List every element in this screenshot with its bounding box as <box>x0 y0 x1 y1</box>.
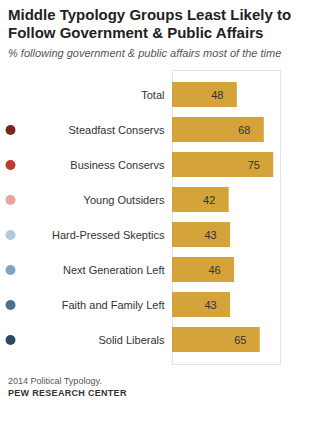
svg-text:43: 43 <box>204 299 216 311</box>
html-text:PEW RESEARCH CENTER: PEW RESEARCH CENTER <box>8 388 127 398</box>
svg-text:Total: Total <box>141 89 164 101</box>
svg-text:Steadfast Conservs: Steadfast Conservs <box>69 124 165 136</box>
svg-text:42: 42 <box>203 194 215 206</box>
svg-text:75: 75 <box>248 159 260 171</box>
svg-text:Next Generation Left: Next Generation Left <box>63 264 165 276</box>
svg-text:Faith and Family Left: Faith and Family Left <box>62 299 165 311</box>
html-text:% following government & publi: % following government & public affairs … <box>8 47 282 59</box>
svg-text:46: 46 <box>208 264 220 276</box>
svg-text:48: 48 <box>211 89 223 101</box>
svg-text:Young Outsiders: Young Outsiders <box>84 194 165 206</box>
svg-text:68: 68 <box>238 124 250 136</box>
svg-text:Hard-Pressed Skeptics: Hard-Pressed Skeptics <box>52 229 165 241</box>
svg-text:65: 65 <box>234 334 246 346</box>
svg-text:43: 43 <box>204 229 216 241</box>
html-text:2014 Political Typology.: 2014 Political Typology. <box>8 376 102 386</box>
svg-text:Business Conservs: Business Conservs <box>70 159 165 171</box>
svg-text:Solid Liberals: Solid Liberals <box>98 334 165 346</box>
html-text:Middle Typology Groups Least L: Middle Typology Groups Least Likely to F… <box>8 6 292 41</box>
